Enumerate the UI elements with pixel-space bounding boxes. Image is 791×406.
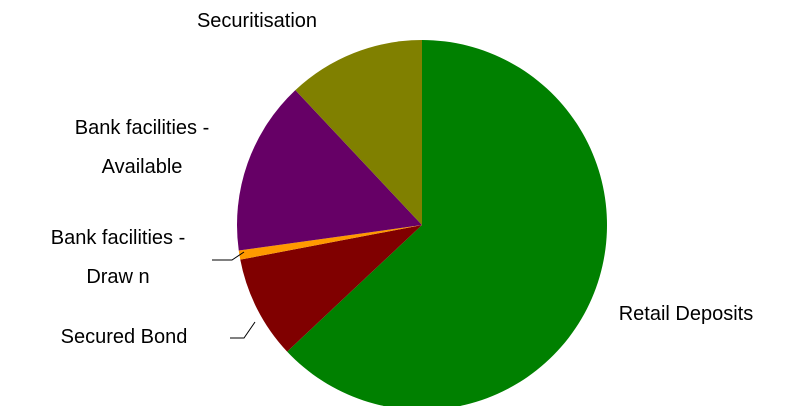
pie-slice-secured-bond xyxy=(240,225,422,352)
pie-slices xyxy=(236,40,607,406)
leader-lines xyxy=(212,251,256,339)
pie-slice-securitisation xyxy=(295,40,422,225)
pie-slice-bank-facilities-available xyxy=(236,90,422,251)
slice-labels: Retail Deposits Secured Bond Bank faciliti… xyxy=(51,10,754,348)
slice-label-secured-bond: Secured Bond xyxy=(61,326,188,348)
pie-slice-bank-facilities-drawn xyxy=(238,225,422,260)
leader-line-secured-bond xyxy=(230,321,256,339)
pie-slice-retail-deposits xyxy=(287,40,607,406)
slice-label-securitisation: Securitisation xyxy=(197,10,317,32)
slice-label-bank-facilities-drawn: Bank facilities -Draw n xyxy=(51,227,186,288)
slice-label-bank-facilities-available: Bank facilities -Available xyxy=(75,117,210,178)
leader-line-bank-facilities-drawn xyxy=(212,251,245,261)
slice-label-retail-deposits: Retail Deposits xyxy=(619,303,754,325)
